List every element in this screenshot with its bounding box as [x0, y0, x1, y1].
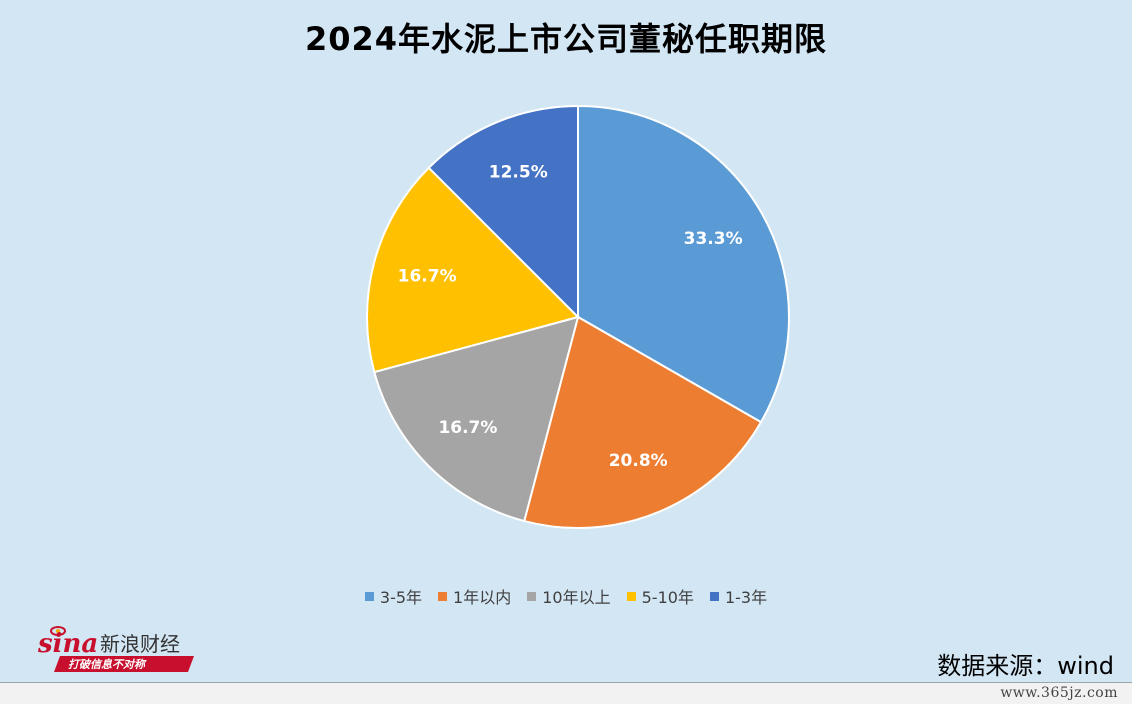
- data-source: 数据来源：wind: [937, 652, 1114, 680]
- pie-labels: 33.3% 20.8% 16.7% 16.7% 12.5%: [398, 163, 743, 471]
- slogan-text: 打破信息不对称: [68, 658, 147, 671]
- sina-brand-text: sina: [37, 629, 98, 659]
- pie-slice-5: [427, 104, 579, 320]
- slice-label-5: 12.5%: [489, 163, 548, 183]
- legend-swatch: [527, 591, 537, 601]
- legend-label: 3-5年: [379, 588, 423, 607]
- pie-slice-1: [577, 104, 790, 424]
- watermark-text: www.365jz.com: [1000, 685, 1118, 701]
- legend-swatch: [709, 591, 719, 601]
- legend-item-2: 1年以内: [438, 584, 511, 608]
- legend-label: 1-3年: [724, 588, 768, 607]
- slice-label-3: 16.7%: [438, 418, 497, 438]
- chart-title: 2024年水泥上市公司董秘任职期限: [304, 20, 828, 58]
- legend-swatch: [438, 591, 448, 601]
- sina-finance-logo: sina 新浪财经 打破信息不对称: [37, 626, 194, 672]
- sina-eye-icon: [50, 626, 66, 636]
- pie-chart: 33.3% 20.8% 16.7% 16.7% 12.5%: [366, 104, 790, 529]
- legend: 3-5年 1年以内 10年以上 5-10年 1-3年: [0, 584, 1132, 608]
- finance-name-text: 新浪财经: [100, 632, 180, 656]
- slogan-banner: 打破信息不对称: [54, 656, 194, 672]
- legend-label: 1年以内: [453, 588, 512, 607]
- pie-slice-3: [373, 315, 580, 523]
- legend-label: 5-10年: [641, 588, 694, 607]
- legend-item-4: 5-10年: [626, 584, 694, 608]
- pie-slice-4: [366, 166, 580, 374]
- pie-slice-2: [523, 315, 763, 529]
- legend-swatch: [364, 591, 374, 601]
- legend-label: 10年以上: [542, 588, 611, 607]
- pie-slices: [366, 104, 790, 529]
- legend-item-5: 1-3年: [709, 584, 768, 608]
- watermark-bar: www.365jz.com: [0, 682, 1132, 704]
- legend-swatch: [626, 591, 636, 601]
- slice-label-1: 33.3%: [684, 229, 743, 249]
- slice-label-4: 16.7%: [398, 267, 457, 287]
- legend-item-1: 3-5年: [364, 584, 423, 608]
- slice-label-2: 20.8%: [609, 451, 668, 471]
- legend-item-3: 10年以上: [527, 584, 611, 608]
